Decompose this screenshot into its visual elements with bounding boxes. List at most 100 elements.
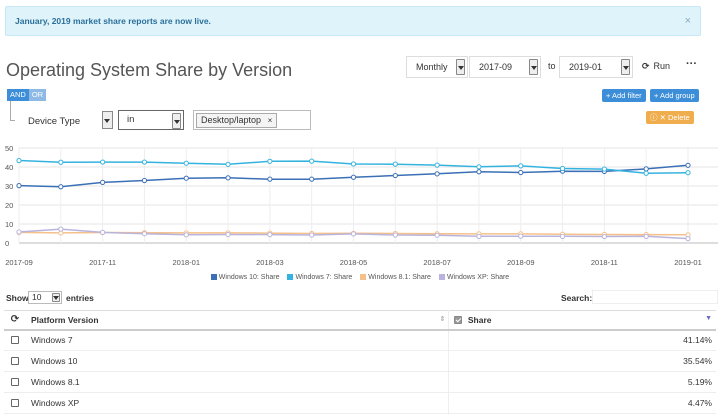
refresh-column[interactable]: ⟳ [4, 310, 26, 331]
more-options-icon[interactable]: ··· [686, 58, 697, 70]
row-checkbox-cell[interactable] [4, 350, 26, 372]
data-point [434, 162, 440, 168]
data-point [309, 232, 315, 238]
entries-label: entries [66, 293, 94, 303]
y-tick-label: 40 [5, 163, 13, 172]
share-header[interactable]: Share ▼ [448, 310, 716, 331]
row-checkbox-cell[interactable] [4, 329, 26, 351]
data-point [518, 233, 524, 239]
chevron-down-icon [52, 293, 60, 302]
or-button[interactable]: OR [28, 89, 47, 101]
and-button[interactable]: AND [7, 89, 29, 101]
legend-item[interactable]: Windows XP: Share [438, 274, 509, 281]
data-point [100, 179, 106, 185]
data-point [309, 158, 315, 164]
filter-tree-connector [10, 101, 15, 121]
chevron-down-icon [529, 59, 538, 75]
to-date-select[interactable]: 2019-01 [559, 56, 633, 78]
data-point [518, 163, 524, 169]
data-point [350, 231, 357, 237]
platform-cell: Windows 10 [26, 350, 449, 372]
data-point [183, 175, 189, 181]
share-cell: 4.47% [448, 392, 716, 414]
checkbox-icon[interactable] [11, 336, 19, 345]
refresh-icon: ⟳ [642, 61, 650, 71]
add-filter-button[interactable]: + Add filter [602, 89, 646, 102]
data-point [350, 174, 357, 180]
checkbox-icon[interactable] [11, 399, 19, 407]
share-cell: 5.19% [448, 371, 716, 393]
data-point [141, 231, 148, 237]
page-size-select[interactable]: 10 [28, 291, 62, 304]
search-input[interactable] [592, 290, 718, 304]
row-checkbox-cell[interactable] [4, 392, 26, 414]
data-point [643, 170, 649, 176]
table-row[interactable]: Windows 10 35.54% [4, 350, 716, 372]
x-tick-label: 2017-11 [89, 258, 116, 267]
table-row[interactable]: Windows 7 41.14% [4, 329, 716, 351]
interval-select[interactable]: Monthly [406, 56, 468, 78]
checkbox-icon[interactable] [11, 357, 19, 365]
y-axis: 0 10 20 30 40 50 [5, 144, 13, 248]
platform-cell: Windows 7 [26, 329, 449, 351]
share-line-chart: 0 10 20 30 40 50 2017-09 2017-11 2018-01 2018-03… [5, 144, 718, 267]
data-point [141, 177, 148, 184]
data-point [16, 157, 22, 164]
legend-item[interactable]: Windows 10: Share [210, 274, 279, 281]
filter-operator-select[interactable]: in [118, 110, 184, 130]
platform-version-header[interactable]: Platform Version ⇕ [26, 310, 449, 331]
legend-label: Windows 7: Share [295, 274, 353, 281]
filter-value-input[interactable]: Desktop/laptop × [193, 110, 311, 130]
chart-legend: Windows 10: Share Windows 7: Share Windows… [0, 274, 720, 281]
data-point [141, 159, 148, 165]
data-point [685, 162, 691, 168]
data-point [476, 169, 482, 175]
checkbox-icon[interactable] [11, 378, 19, 386]
close-icon[interactable]: × [684, 15, 691, 27]
data-point [601, 233, 607, 240]
filter-operator-value: in [127, 114, 135, 125]
share-cell: 35.54% [448, 350, 716, 372]
data-point [392, 161, 398, 167]
share-header-label: Share [467, 314, 492, 325]
data-point [225, 231, 231, 238]
x-tick-label: 2018-01 [172, 258, 200, 267]
table-header-row: ⟳ Platform Version ⇕ Share ▼ [4, 310, 716, 331]
data-point [58, 184, 64, 190]
checkbox-icon[interactable] [453, 315, 462, 324]
refresh-icon: ⟳ [10, 314, 20, 326]
legend-swatch [287, 274, 294, 280]
legend-swatch [438, 274, 445, 280]
chart-series [16, 157, 691, 242]
data-point [476, 233, 482, 239]
table-row[interactable]: Windows XP 4.47% [4, 392, 716, 414]
x-tick-label: 2018-05 [340, 258, 368, 267]
data-point [601, 166, 607, 172]
from-date-value: 2017-09 [479, 62, 513, 72]
row-checkbox-cell[interactable] [4, 371, 26, 393]
platform-version-header-label: Platform Version [31, 314, 99, 325]
legend-item[interactable]: Windows 7: Share [287, 274, 352, 281]
filter-field-select[interactable] [102, 111, 113, 129]
legend-item[interactable]: Windows 8.1: Share [360, 274, 431, 281]
from-date-select[interactable]: 2017-09 [469, 56, 541, 78]
data-point [267, 158, 273, 164]
remove-tag-icon[interactable]: × [267, 116, 273, 125]
data-point [476, 164, 482, 170]
data-point [58, 226, 64, 232]
delete-button[interactable]: ⓘ ✕ Delete [646, 111, 694, 124]
y-tick-label: 0 [5, 239, 9, 248]
legend-label: Windows 8.1: Share [368, 274, 431, 281]
data-point [559, 165, 566, 172]
data-point [518, 169, 524, 176]
to-label: to [548, 61, 556, 71]
data-point [267, 176, 273, 182]
share-table: ⟳ Platform Version ⇕ Share ▼ Windows 7 41… [4, 310, 716, 414]
data-point [685, 170, 691, 176]
sort-icon: ⇕ [439, 315, 446, 323]
data-point [183, 232, 189, 238]
add-group-button[interactable]: + Add group [650, 89, 699, 102]
run-button[interactable]: ⟳ Run [642, 61, 670, 72]
table-row[interactable]: Windows 8.1 5.19% [4, 371, 716, 393]
data-point [434, 171, 440, 177]
